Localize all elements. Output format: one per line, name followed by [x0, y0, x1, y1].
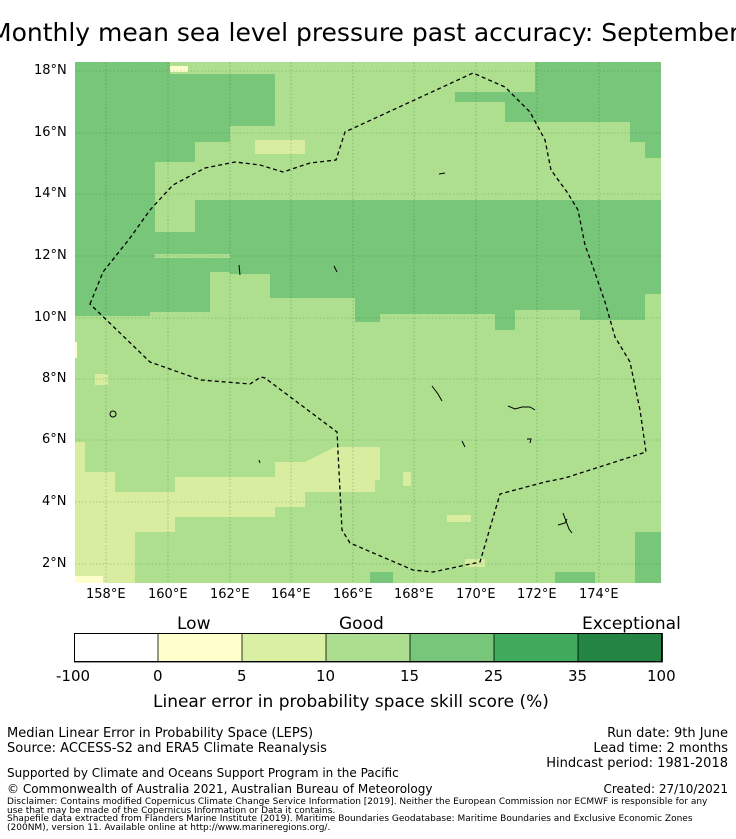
lon-label: 168°E — [394, 587, 434, 602]
colorbar-tick-label: -100 — [56, 667, 91, 685]
colorbar-category-label: Low — [177, 614, 211, 634]
fair-region — [447, 515, 471, 522]
lon-label: 174°E — [579, 587, 619, 602]
good-plus-region — [455, 62, 661, 158]
colorbar-tick-label: 5 — [237, 667, 247, 685]
footer-lead-time: Lead time: 2 months — [593, 741, 728, 756]
fair-region — [95, 374, 108, 385]
lat-label: 10°N — [34, 310, 67, 325]
low-region — [75, 576, 103, 583]
graticule — [75, 62, 661, 583]
footer-method: Median Linear Error in Probability Space… — [7, 726, 314, 741]
lat-label: 14°N — [34, 186, 67, 201]
low-region — [75, 342, 77, 358]
lat-label: 6°N — [42, 432, 67, 447]
colorbar-tick-label: 15 — [400, 667, 420, 685]
colorbar-bin — [409, 633, 495, 663]
colorbar-tick-label: 10 — [316, 667, 336, 685]
lon-label: 166°E — [333, 587, 373, 602]
footer-shapefile: (200NM), version 11. Available online at… — [7, 823, 331, 833]
good-plus-region — [635, 532, 661, 583]
footer-run-date: Run date: 9th June — [607, 726, 728, 741]
map-title: Monthly mean sea level pressure past acc… — [0, 18, 736, 47]
lon-label: 164°E — [271, 587, 311, 602]
lon-label: 172°E — [517, 587, 557, 602]
colorbar-frame — [74, 633, 662, 662]
colorbar-bin — [241, 633, 327, 663]
colorbar-tick-label: 25 — [484, 667, 504, 685]
lat-label: 2°N — [42, 556, 67, 571]
lat-label: 8°N — [42, 371, 67, 386]
skill-patches — [75, 62, 661, 583]
good-plus-region — [555, 572, 595, 583]
footer-shapefile: Shapefile data extracted from Flanders M… — [7, 814, 693, 824]
colorbar-tick-label: 35 — [568, 667, 588, 685]
colorbar-bin — [493, 633, 579, 663]
lon-label: 170°E — [456, 587, 496, 602]
footer-hindcast: Hindcast period: 1981-2018 — [546, 756, 728, 771]
fair-region — [75, 442, 380, 583]
map — [75, 62, 661, 583]
fair-region — [403, 472, 411, 486]
colorbar-bin — [577, 633, 663, 663]
lat-label: 18°N — [34, 63, 67, 78]
footer-disclaimer: Disclaimer: Contains modified Copernicus… — [7, 797, 708, 807]
colorbar-category-label: Exceptional — [582, 614, 681, 634]
low-region — [170, 66, 188, 72]
footer-support: Supported by Climate and Oceans Support … — [7, 766, 399, 780]
lat-label: 4°N — [42, 494, 67, 509]
lat-label: 16°N — [34, 125, 67, 140]
colorbar-bin — [325, 633, 411, 663]
good-plus-region — [75, 62, 275, 316]
colorbar-label: Linear error in probability space skill … — [153, 692, 549, 712]
lat-label: 12°N — [34, 248, 67, 263]
colorbar — [74, 633, 663, 663]
fair-region — [75, 502, 135, 583]
footer-copyright: © Commonwealth of Australia 2021, Austra… — [7, 782, 433, 796]
footer-disclaimer: use that may be made of the Copernicus I… — [7, 806, 336, 816]
colorbar-bin — [157, 633, 243, 663]
islands — [109, 172, 573, 534]
footer-source: Source: ACCESS-S2 and ERA5 Climate Reana… — [7, 741, 327, 756]
colorbar-tick-label: 100 — [647, 667, 676, 685]
colorbar-bin — [74, 633, 159, 663]
footer-created: Created: 27/10/2021 — [603, 782, 728, 796]
good-plus-region — [370, 572, 393, 583]
colorbar-category-label: Good — [339, 614, 384, 634]
good-plus-region — [155, 200, 661, 330]
lon-label: 160°E — [148, 587, 188, 602]
fair-region — [255, 140, 305, 154]
colorbar-tick-label: 0 — [153, 667, 163, 685]
lon-label: 162°E — [210, 587, 250, 602]
lon-label: 158°E — [86, 587, 126, 602]
